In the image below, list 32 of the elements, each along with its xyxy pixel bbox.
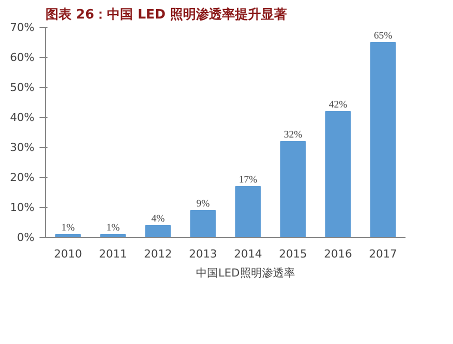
x-tick-label: 2013: [189, 248, 218, 260]
data-label: 32%: [284, 130, 302, 140]
data-label: 1%: [61, 222, 75, 234]
x-tick-label: 2010: [54, 248, 82, 260]
bar: [325, 111, 351, 238]
bar: [190, 210, 216, 238]
y-tick-label: 50%: [10, 81, 35, 94]
bar: [145, 225, 171, 238]
bar: [370, 42, 396, 238]
data-label: 4%: [151, 214, 165, 224]
text: 中国LED照明渗透率: [196, 266, 295, 280]
x-tick-label: 2015: [279, 248, 308, 260]
data-label: 65%: [374, 30, 392, 42]
y-tick-label: 10%: [10, 201, 35, 214]
x-tick-label: 2012: [144, 248, 172, 260]
x-tick-label: 2016: [324, 248, 352, 260]
bar: [235, 186, 261, 238]
y-tick-label: 60%: [10, 51, 35, 64]
y-tick-label: 0%: [17, 231, 34, 244]
bar: [280, 141, 306, 238]
data-label: 1%: [106, 222, 120, 234]
y-tick-label: 40%: [10, 111, 35, 124]
data-label: 42%: [328, 100, 348, 110]
y-tick-label: 70%: [10, 21, 35, 34]
data-label: 17%: [238, 174, 258, 186]
x-tick-label: 2017: [369, 248, 398, 260]
y-tick-label: 30%: [10, 141, 35, 154]
data-label: 9%: [196, 198, 210, 210]
chart-title: 图表 26：中国 LED 照明渗透率提升显著: [46, 6, 288, 22]
y-tick-label: 20%: [10, 171, 35, 184]
x-tick-label: 2014: [234, 248, 262, 260]
x-tick-label: 2011: [99, 248, 128, 260]
